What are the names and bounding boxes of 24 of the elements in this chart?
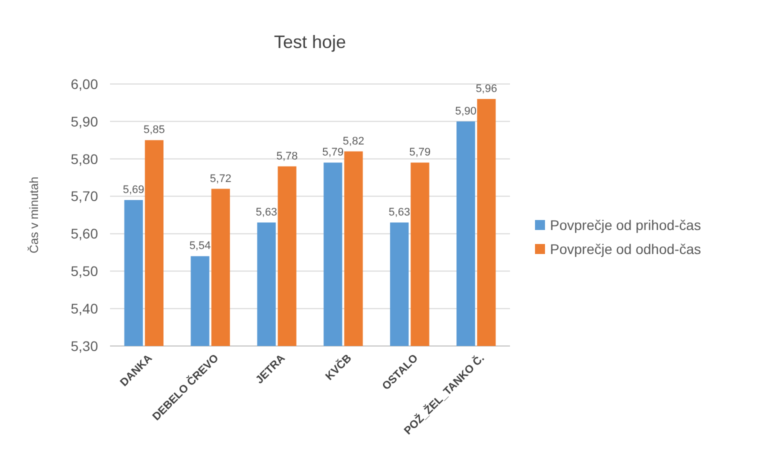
y-tick-label: 6,00 <box>70 76 98 92</box>
data-label: 5,54 <box>189 240 211 252</box>
data-label: 5,79 <box>322 146 344 159</box>
data-label: 5,79 <box>409 146 431 159</box>
y-tick-label: 5,50 <box>70 263 98 280</box>
data-label: 5,82 <box>342 135 364 148</box>
data-label: 5,63 <box>388 206 410 218</box>
y-tick-label: 5,90 <box>70 113 98 130</box>
y-tick-label: 5,60 <box>70 226 98 242</box>
y-tick-label: 5,70 <box>70 188 98 204</box>
legend-label: Povprečje od odhod-čas <box>550 240 701 257</box>
data-label: 5,63 <box>256 206 278 218</box>
data-label: 5,96 <box>476 82 498 95</box>
data-label: 5,78 <box>276 150 298 162</box>
y-axis-title: Čas v minutah <box>27 176 41 254</box>
data-label: 5,90 <box>455 105 477 118</box>
data-label: 5,69 <box>122 184 144 196</box>
y-tick-label: 5,30 <box>70 338 98 354</box>
chart-title: Test hoje <box>274 32 346 52</box>
y-tick-label: 5,80 <box>70 150 98 167</box>
legend-label: Povprečje od prihod-čas <box>550 216 701 233</box>
data-label: 5,85 <box>143 124 165 136</box>
data-label: 5,72 <box>210 172 232 185</box>
y-tick-label: 5,40 <box>70 300 98 316</box>
